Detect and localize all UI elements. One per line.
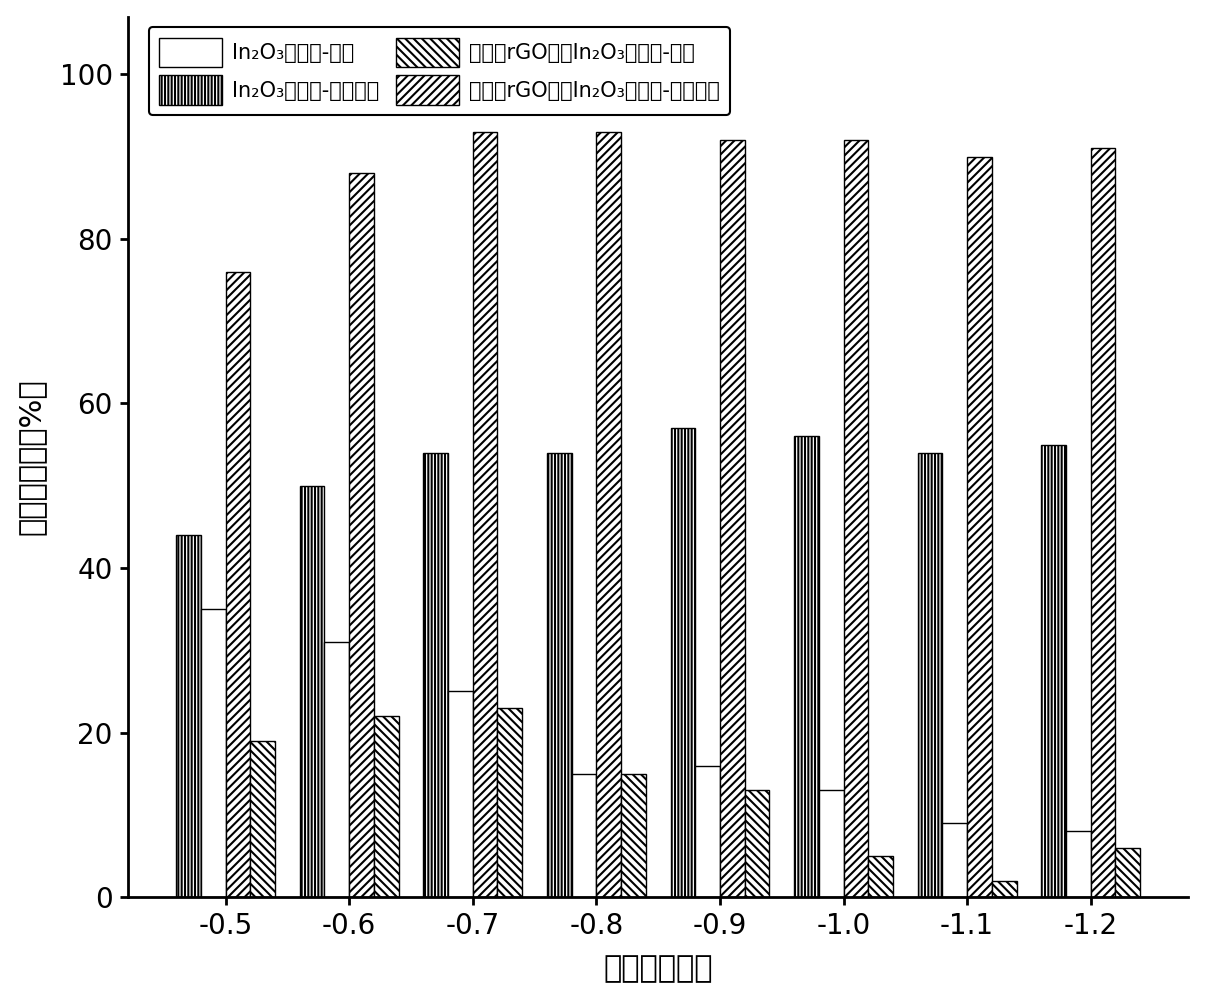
Bar	[695, 766, 719, 897]
Bar	[670, 428, 695, 897]
Bar	[869, 856, 893, 897]
Bar	[992, 881, 1017, 897]
Bar	[745, 790, 769, 897]
Bar	[819, 790, 844, 897]
Bar	[498, 708, 522, 897]
Bar	[176, 535, 201, 897]
Bar	[423, 453, 448, 897]
Bar	[300, 486, 324, 897]
Bar	[844, 140, 869, 897]
Bar	[918, 453, 942, 897]
Bar	[374, 716, 399, 897]
Bar	[201, 609, 225, 897]
Bar	[1041, 445, 1066, 897]
Bar	[794, 436, 819, 897]
Bar	[547, 453, 571, 897]
Bar	[349, 173, 374, 897]
Bar	[1116, 848, 1140, 897]
Bar	[596, 132, 621, 897]
X-axis label: 电势（伏特）: 电势（伏特）	[604, 954, 713, 983]
Bar	[225, 272, 251, 897]
Bar	[571, 774, 596, 897]
Bar	[719, 140, 745, 897]
Legend: In₂O₃纳米带-甲酸, In₂O₃纳米带-一氧化碳, 生长在rGO上的In₂O₃纳米带-甲酸, 生长在rGO上的In₂O₃纳米带-一氧化碳: In₂O₃纳米带-甲酸, In₂O₃纳米带-一氧化碳, 生长在rGO上的In₂O…	[149, 27, 730, 115]
Bar	[621, 774, 646, 897]
Bar	[472, 132, 498, 897]
Bar	[251, 741, 275, 897]
Bar	[1091, 148, 1116, 897]
Bar	[1066, 831, 1091, 897]
Bar	[942, 823, 968, 897]
Y-axis label: 法拉第效率（%）: 法拉第效率（%）	[17, 379, 46, 535]
Bar	[968, 157, 992, 897]
Bar	[448, 691, 472, 897]
Bar	[324, 642, 349, 897]
